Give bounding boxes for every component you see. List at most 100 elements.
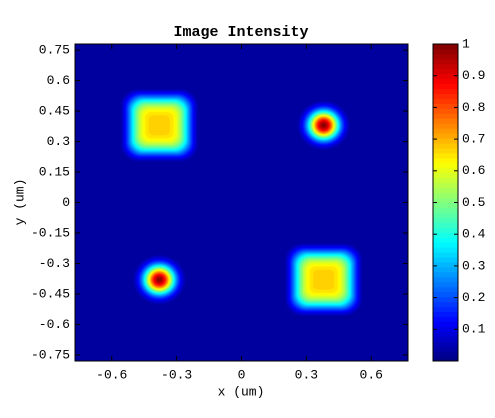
colorbar-tick-label: 0.4 [462, 227, 486, 242]
y-tick-label: -0.15 [31, 225, 70, 240]
colorbar-cell [433, 152, 458, 159]
colorbar-cell [433, 336, 458, 342]
colorbar-cell [433, 58, 458, 65]
colorbar-tick-label: 0.3 [462, 258, 485, 273]
colorbar-cell [433, 256, 458, 263]
colorbar-cell [433, 133, 458, 139]
colorbar-cell [433, 123, 458, 129]
colorbar-cell [433, 331, 458, 337]
colorbar-cell [433, 326, 458, 332]
y-tick-label: 0.75 [39, 43, 70, 58]
colorbar-cell [433, 301, 458, 308]
y-axis-label: y (um) [12, 179, 27, 226]
colorbar-cell [433, 306, 458, 312]
colorbar-cell [433, 93, 458, 99]
colorbar-cell [433, 177, 458, 184]
colorbar-cell [433, 162, 458, 169]
x-tick-label: 0.3 [295, 367, 318, 382]
colorbar-cell [433, 113, 458, 119]
colorbar-tick-label: 0.2 [462, 290, 485, 305]
chart-title: Image Intensity [173, 24, 308, 41]
intensity-contour [148, 115, 170, 136]
colorbar-cell [433, 182, 458, 189]
colorbar-cell [433, 212, 458, 218]
y-tick-label: -0.6 [39, 317, 70, 332]
colorbar-cell [433, 316, 458, 322]
colorbar-cell [433, 172, 458, 179]
colorbar-cell [433, 291, 458, 298]
colorbar-tick-label: 0.7 [462, 132, 485, 147]
colorbar-cell [433, 217, 458, 223]
colorbar-tick-label: 0.6 [462, 163, 485, 178]
x-tick-label: 0.6 [360, 367, 383, 382]
background [75, 44, 408, 361]
y-tick-label: -0.3 [39, 256, 70, 271]
colorbar-cell [433, 232, 458, 238]
colorbar-cell [433, 187, 458, 194]
colorbar-cell [433, 321, 458, 327]
colorbar-cell [433, 261, 458, 268]
intensity-contour [322, 123, 326, 127]
colorbar-cell [433, 222, 458, 228]
colorbar-cell [433, 296, 458, 303]
colorbar-cell [433, 157, 458, 164]
colorbar-cell [433, 252, 458, 258]
colorbar-cell [433, 53, 458, 60]
colorbar-tick-label: 0.9 [462, 68, 485, 83]
colorbar-cell [433, 227, 458, 233]
spot [119, 87, 200, 164]
colorbar-tick-label: 0.5 [462, 195, 485, 210]
colorbar-cell [433, 356, 458, 362]
colorbar-cell [433, 266, 458, 273]
x-tick-label: -0.6 [96, 367, 127, 382]
colorbar-cell [433, 286, 458, 293]
colorbar-cell [433, 351, 458, 357]
colorbar-cell [433, 48, 458, 55]
colorbar-cell [433, 192, 458, 199]
colorbar-cell [433, 78, 458, 85]
x-tick-label: 0 [238, 367, 246, 382]
colorbar-cell [433, 68, 458, 75]
colorbar: 0.1 0.2 0.3 0.4 0.5 0.6 0.7 0.8 0.9 1 [432, 36, 486, 362]
y-tick-label: -0.45 [31, 286, 70, 301]
colorbar-cell [433, 207, 458, 213]
colorbar-cell [433, 108, 458, 114]
colorbar-cell [433, 128, 458, 134]
y-tick-label: 0.3 [47, 134, 70, 149]
colorbar-cell [433, 103, 458, 109]
colorbar-cell [433, 247, 458, 253]
spot [130, 253, 188, 307]
colorbar-cell [433, 271, 458, 278]
colorbar-cell [433, 242, 458, 248]
spot [295, 98, 353, 152]
colorbar-cell [433, 167, 458, 174]
colorbar-cell [433, 148, 458, 154]
colorbar-cell [433, 237, 458, 243]
colorbar-cell [433, 197, 458, 203]
colorbar-tick-label: 1 [462, 36, 470, 51]
y-tick-label: 0 [62, 195, 70, 210]
colorbar-cell [433, 73, 458, 80]
colorbar-cell [433, 311, 458, 317]
colorbar-cell [433, 202, 458, 208]
colorbar-cell [433, 138, 458, 144]
colorbar-cell [433, 281, 458, 288]
colorbar-tick-label: 0.1 [462, 322, 486, 337]
axes: -0.6 -0.3 0 0.3 0.6 0.75 0.6 0.45 0.3 0.15 0 -0.15 -… [31, 36, 486, 382]
y-tick-label: 0.45 [39, 103, 70, 118]
colorbar-cell [433, 83, 458, 90]
colorbar-cell [433, 63, 458, 70]
intensity-contour [157, 278, 161, 282]
colorbar-cell [433, 118, 458, 124]
colorbar-cell [433, 346, 458, 352]
x-tick-label: -0.3 [161, 367, 192, 382]
colorbar-cell [433, 98, 458, 104]
intensity-contour [313, 269, 335, 290]
plot-area [75, 44, 408, 361]
colorbar-cell [433, 276, 458, 283]
x-axis-label: x (um) [218, 384, 265, 399]
y-tick-label: -0.75 [31, 347, 70, 362]
colorbar-cell [433, 341, 458, 347]
colorbar-cell [433, 44, 458, 50]
